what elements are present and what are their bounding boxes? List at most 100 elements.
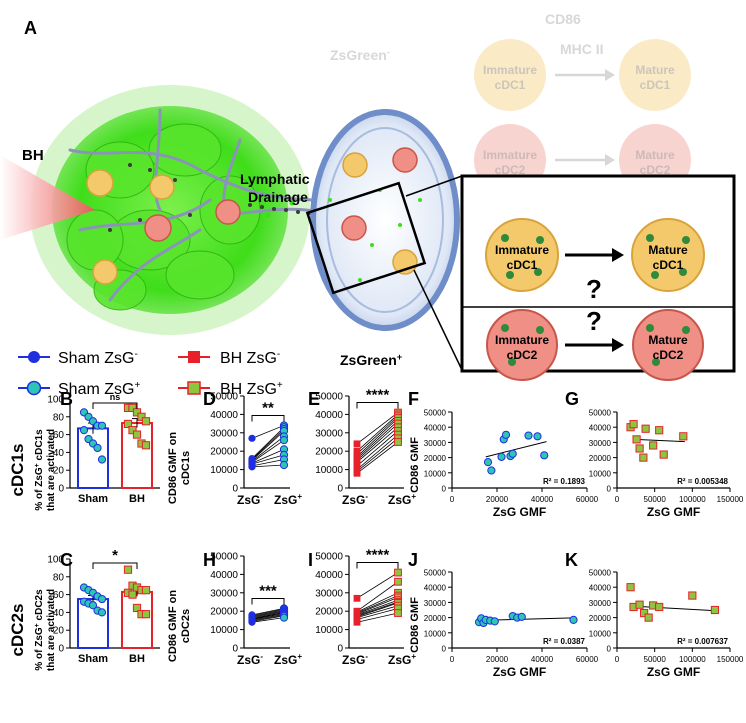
faded-mature-cdc1 xyxy=(619,39,691,111)
x-tick-label-J: 20000 xyxy=(486,655,509,664)
y-tick-label-G: 30000 xyxy=(589,439,612,448)
y-tick-label-K: 30000 xyxy=(589,599,612,608)
x-tick-label-D-neg: ZsG- xyxy=(237,492,263,507)
x-tick-label-J: 60000 xyxy=(576,655,599,664)
pair-line-H xyxy=(251,609,285,618)
mature-cdc2-label: Mature xyxy=(648,333,688,347)
point-C-bh xyxy=(141,586,151,595)
question-cdc1: ? xyxy=(586,274,602,304)
point-E-zsg-neg xyxy=(353,458,361,466)
arrowhead-cdc1 xyxy=(612,248,624,262)
point-F xyxy=(487,466,496,475)
mature-cdc2-cell: Mature cDC2 xyxy=(632,309,704,381)
point-E-zsg-pos xyxy=(394,438,402,446)
point-G xyxy=(629,420,638,429)
point-F xyxy=(497,452,506,461)
legend-bh-neg-marker xyxy=(188,351,200,363)
point-I-zsg-neg xyxy=(353,594,361,602)
point-B-bh xyxy=(123,419,133,429)
point-B-bh xyxy=(128,403,137,412)
y-tick-label-C: 60 xyxy=(53,590,65,601)
pair-line-H xyxy=(251,614,285,621)
pair-line-E xyxy=(356,441,399,474)
pair-line-D xyxy=(251,439,285,463)
axis-title-j-x: ZsG GMF xyxy=(493,665,546,679)
y-tick-label-H: 30000 xyxy=(210,588,238,599)
pair-line-I xyxy=(356,605,399,619)
x-tick-label-J: 0 xyxy=(450,655,455,664)
sig-label-C: * xyxy=(112,547,118,564)
tumor-cdc2-cells xyxy=(144,199,241,242)
point-I-zsg-pos xyxy=(394,577,402,586)
y-tick-label-C: 40 xyxy=(53,608,65,619)
lymphatic-label-line1: Lymphatic xyxy=(240,171,310,187)
sig-label-E: **** xyxy=(366,387,390,404)
pair-line-D xyxy=(251,464,285,468)
point-G xyxy=(632,435,641,444)
y-tick-label-C: 80 xyxy=(53,572,65,583)
svg-text:cDC2s: cDC2s xyxy=(180,609,192,643)
legend-sham-neg-marker xyxy=(28,351,40,363)
y-tick-label-G: 10000 xyxy=(589,469,612,478)
r2-label-K: R² = 0.007637 xyxy=(677,637,728,646)
point-G xyxy=(655,426,664,435)
sig-bracket-I xyxy=(356,562,399,569)
point-K xyxy=(688,591,697,600)
legend-sham-pos-label: Sham ZsG+ xyxy=(58,380,140,398)
y-tick-label-D: 0 xyxy=(232,484,238,495)
x-tick-label-G: 50000 xyxy=(644,495,667,504)
mhc2-label: MHC II xyxy=(560,41,604,57)
y-tick-label-I: 40000 xyxy=(315,570,343,581)
point-K xyxy=(640,608,649,618)
point-G xyxy=(635,444,644,453)
y-tick-label-K: 10000 xyxy=(589,629,612,638)
row-label-cdc2s: cDC2s xyxy=(8,604,27,657)
faded-immature-cdc2-label: Immature xyxy=(483,148,537,162)
faded-immature-cdc1 xyxy=(474,39,546,111)
x-tick-label-E-neg: ZsG- xyxy=(342,492,368,507)
chart-h: H 0 10000 20000 30000 40000 50000 ZsG- ZsG+ *** xyxy=(203,550,302,667)
panel-label-a: A xyxy=(24,18,37,38)
point-C-sham xyxy=(97,608,107,617)
panel-a-schematic: A xyxy=(0,11,736,381)
faded-arrowhead-cdc1 xyxy=(605,69,615,81)
point-K xyxy=(710,605,720,615)
axis-title-h: CD86 GMF on cDC2s xyxy=(167,590,192,662)
point-E-zsg-neg xyxy=(353,469,361,477)
zsgreen-pos-label: ZsGreen+ xyxy=(340,352,402,368)
point-B-sham xyxy=(93,443,102,453)
legend-sham-neg-label: Sham ZsG- xyxy=(58,349,138,367)
panel-label-d: D xyxy=(203,389,216,409)
y-tick-label-E: 30000 xyxy=(315,428,343,439)
x-tick-label-G: 0 xyxy=(615,495,620,504)
y-tick-label-J: 10000 xyxy=(424,629,447,638)
x-tick-label-K: 100000 xyxy=(679,655,706,664)
y-tick-label-K: 40000 xyxy=(589,584,612,593)
x-tick-label-K: 0 xyxy=(615,655,620,664)
faded-immature-cdc1-label: Immature xyxy=(483,63,537,77)
sig-bracket-B xyxy=(92,402,138,409)
panel-label-h: H xyxy=(203,550,216,570)
pair-line-E xyxy=(356,420,399,459)
immature-cdc1-label: Immature xyxy=(495,243,549,257)
pair-line-H xyxy=(251,613,285,620)
point-B-bh xyxy=(128,426,137,435)
lymph-node xyxy=(310,109,460,331)
point-I-zsg-pos xyxy=(394,609,402,617)
chart-d: D 0 10000 20000 30000 40000 50000 ZsG- ZsG+ ** xyxy=(203,389,302,507)
immature-cdc2-type: cDC2 xyxy=(507,348,538,362)
x-tick-label-F: 0 xyxy=(450,495,455,504)
sig-label-B: ns xyxy=(110,392,121,402)
point-C-bh xyxy=(128,590,137,599)
axis-title-d: CD86 GMF on cDC1s xyxy=(167,432,192,504)
point-E-zsg-neg xyxy=(353,462,361,470)
pair-line-D xyxy=(251,428,285,460)
y-tick-label-F: 10000 xyxy=(424,469,447,478)
fit-line-G xyxy=(633,438,685,443)
y-tick-label-B: 80 xyxy=(53,412,65,423)
y-tick-label-J: 40000 xyxy=(424,584,447,593)
x-tick-label-F: 40000 xyxy=(531,495,554,504)
panel-label-k: K xyxy=(565,550,578,570)
